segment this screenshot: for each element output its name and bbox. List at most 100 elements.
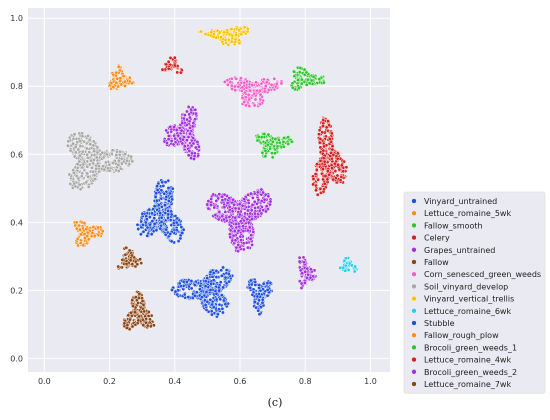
scatter-point bbox=[165, 140, 169, 145]
scatter-point bbox=[166, 186, 171, 190]
legend-label: Celery bbox=[424, 234, 450, 243]
scatter-point bbox=[249, 282, 254, 287]
scatter-point bbox=[239, 238, 244, 243]
y-tick-label: 0.4 bbox=[10, 218, 23, 227]
scatter-point bbox=[205, 276, 210, 281]
scatter-point bbox=[135, 262, 140, 267]
scatter-point bbox=[189, 286, 194, 291]
scatter-point bbox=[187, 131, 192, 136]
scatter-point bbox=[252, 91, 257, 96]
legend-label: Fallow bbox=[424, 258, 449, 267]
scatter-point bbox=[248, 88, 252, 93]
scatter-point bbox=[239, 88, 244, 93]
scatter-point bbox=[231, 233, 236, 238]
scatter-point bbox=[158, 226, 163, 231]
scatter-point bbox=[77, 153, 82, 158]
scatter-point bbox=[344, 165, 349, 170]
scatter-point bbox=[234, 32, 238, 37]
scatter-point bbox=[203, 303, 208, 308]
scatter-point bbox=[214, 198, 219, 203]
scatter-point bbox=[127, 75, 132, 80]
scatter-point bbox=[107, 162, 112, 167]
scatter-point bbox=[321, 148, 326, 153]
scatter-point bbox=[230, 238, 235, 243]
scatter-point bbox=[163, 232, 168, 237]
scatter-point bbox=[230, 86, 235, 91]
scatter-point bbox=[160, 180, 165, 185]
scatter-point bbox=[221, 298, 226, 303]
scatter-point bbox=[77, 227, 82, 232]
scatter-point bbox=[321, 80, 326, 85]
scatter-point bbox=[187, 149, 192, 153]
scatter-point bbox=[93, 177, 97, 181]
scatter-point bbox=[248, 237, 253, 241]
scatter-point bbox=[193, 107, 198, 112]
scatter-point bbox=[170, 186, 175, 191]
scatter-point bbox=[346, 267, 351, 272]
y-axis-ticks: 0.0 0.2 0.4 0.6 0.8 1.0 bbox=[10, 14, 23, 363]
scatter-point bbox=[339, 163, 344, 168]
scatter-point bbox=[269, 82, 274, 87]
scatter-point bbox=[118, 76, 123, 81]
scatter-point bbox=[247, 225, 252, 230]
scatter-point bbox=[250, 242, 255, 247]
legend-marker bbox=[411, 259, 417, 265]
scatter-point bbox=[140, 211, 145, 216]
scatter-point bbox=[265, 293, 270, 298]
scatter-point bbox=[228, 235, 233, 240]
legend-marker bbox=[411, 381, 417, 387]
scatter-point bbox=[168, 55, 173, 60]
scatter-point bbox=[163, 180, 168, 185]
scatter-point bbox=[154, 191, 159, 196]
scatter-point bbox=[72, 154, 77, 159]
scatter-point bbox=[297, 85, 302, 90]
scatter-point bbox=[116, 264, 121, 269]
scatter-point bbox=[248, 285, 253, 290]
legend-label: Lettuce_romaine_4wk bbox=[424, 356, 511, 365]
scatter-point bbox=[214, 269, 219, 273]
scatter-point bbox=[227, 279, 232, 284]
scatter-point bbox=[257, 298, 262, 303]
scatter-point bbox=[65, 143, 70, 148]
scatter-point bbox=[220, 306, 225, 311]
scatter-point bbox=[78, 241, 83, 245]
scatter-point bbox=[229, 83, 234, 88]
scatter-point bbox=[246, 200, 251, 205]
scatter-point bbox=[330, 147, 335, 152]
scatter-point bbox=[341, 265, 346, 270]
scatter-point bbox=[217, 302, 222, 307]
scatter-point bbox=[221, 217, 226, 222]
scatter-point bbox=[260, 300, 265, 305]
legend-label: Soil_vinyard_develop bbox=[424, 282, 508, 291]
scatter-point bbox=[136, 318, 141, 323]
scatter-point bbox=[249, 233, 254, 238]
scatter-point bbox=[236, 84, 241, 89]
scatter-point bbox=[133, 310, 137, 315]
scatter-point bbox=[126, 313, 131, 318]
legend-marker bbox=[411, 344, 417, 351]
scatter-point bbox=[123, 83, 127, 88]
scatter-point bbox=[138, 257, 143, 262]
scatter-point bbox=[217, 288, 222, 293]
scatter-point bbox=[119, 82, 124, 87]
scatter-point bbox=[343, 268, 348, 273]
scatter-point bbox=[116, 64, 121, 69]
scatter-point bbox=[299, 286, 304, 290]
scatter-point bbox=[191, 121, 196, 126]
scatter-point bbox=[175, 292, 180, 297]
scatter-point bbox=[223, 275, 228, 280]
scatter-point bbox=[242, 25, 247, 30]
scatter-point bbox=[225, 82, 230, 87]
legend-label: Corn_senesced_green_weeds bbox=[424, 270, 541, 279]
scatter-point bbox=[173, 63, 178, 68]
scatter-point bbox=[177, 281, 182, 286]
y-tick-label: 0.0 bbox=[10, 354, 23, 363]
x-tick-label: 0.4 bbox=[168, 377, 181, 386]
scatter-point bbox=[180, 141, 185, 146]
scatter-point bbox=[305, 276, 310, 280]
scatter-point bbox=[78, 232, 83, 237]
scatter-point bbox=[203, 279, 208, 284]
scatter-point bbox=[175, 70, 180, 75]
scatter-point bbox=[148, 324, 153, 329]
scatter-point bbox=[241, 224, 246, 229]
